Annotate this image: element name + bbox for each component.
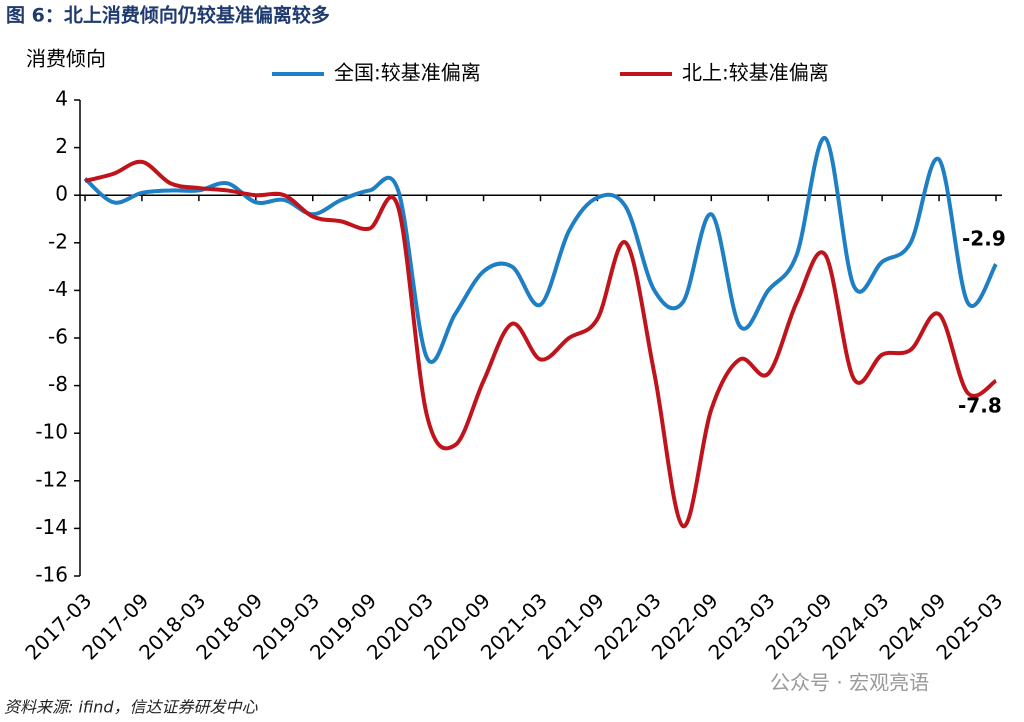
y-tick-label: -12 xyxy=(35,467,68,491)
legend-label: 全国:较基准偏离 xyxy=(334,61,481,85)
data-label: -2.9 xyxy=(962,227,1006,251)
watermark: 公众号 · 宏观亮语 xyxy=(770,671,929,695)
data-label: -7.8 xyxy=(958,393,1002,417)
y-tick-label: 2 xyxy=(55,134,68,158)
line xyxy=(84,159,998,529)
y-tick-label: -8 xyxy=(48,372,68,396)
y-tick-label: 0 xyxy=(55,182,68,206)
y-tick-label: -10 xyxy=(35,420,68,444)
y-tick-label: -14 xyxy=(35,515,68,539)
line xyxy=(83,136,998,364)
y-tick-label: 4 xyxy=(55,87,68,111)
y-axis-label: 消费倾向 xyxy=(26,47,106,71)
y-tick-label: -6 xyxy=(48,325,68,349)
y-tick-label: -16 xyxy=(35,563,68,587)
y-tick-label: -4 xyxy=(48,277,68,301)
y-tick-label: -2 xyxy=(48,229,68,253)
chart-title: 图 6：北上消费倾向仍较基准偏离较多 xyxy=(6,4,330,27)
source: 资料来源: ifind，信达证券研发中心 xyxy=(4,698,259,717)
legend-label: 北上:较基准偏离 xyxy=(682,61,829,85)
